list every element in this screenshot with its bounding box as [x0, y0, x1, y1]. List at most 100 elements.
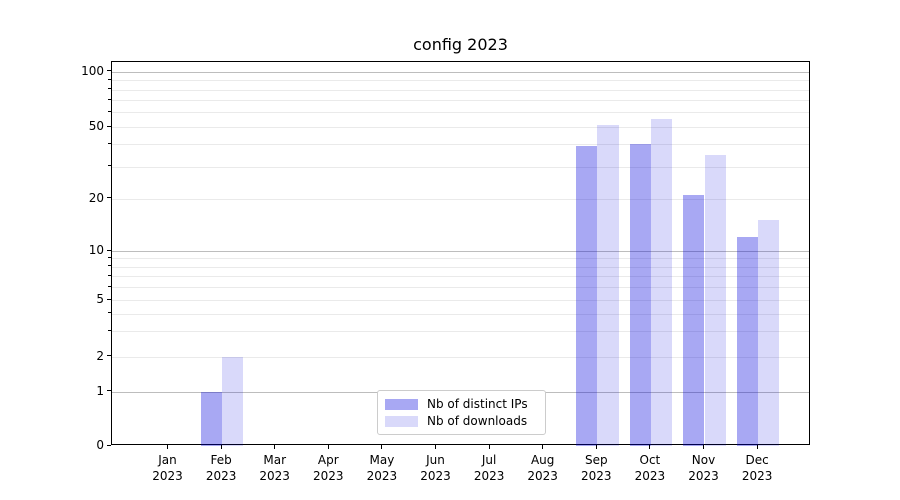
x-tick-label: Jun 2023: [406, 452, 466, 484]
bar-distinct-ips-nov-2023: [683, 194, 705, 446]
x-tick: [488, 445, 490, 449]
x-tick-label-line: Mar: [263, 453, 286, 467]
y-gridline-minor: [112, 166, 809, 168]
y-gridline-minor: [112, 300, 809, 301]
x-tick-label: Apr 2023: [298, 452, 358, 484]
y-gridline-minor: [112, 356, 809, 358]
x-tick-label: Dec 2023: [727, 452, 787, 484]
x-tick: [756, 445, 758, 449]
x-tick-label: Aug 2023: [513, 452, 573, 484]
legend-item-distinct-ips: Nb of distinct IPs: [385, 396, 537, 412]
legend-swatch-downloads: [385, 415, 418, 427]
legend-label-downloads: Nb of downloads: [427, 414, 528, 428]
y-tick: [106, 390, 111, 391]
x-tick-label-line: Jun: [426, 453, 445, 467]
x-tick-label-line: 2023: [741, 469, 773, 483]
x-tick: [649, 445, 651, 449]
x-tick: [327, 445, 329, 449]
y-minor-tick: [108, 285, 111, 287]
bar-downloads-sep-2023: [597, 125, 619, 446]
x-tick-label-line: 2023: [581, 469, 612, 483]
y-tick-label: 10: [88, 243, 104, 257]
bar-distinct-ips-sep-2023: [575, 146, 598, 446]
y-tick-label: 0: [96, 438, 104, 452]
y-minor-tick: [108, 142, 111, 144]
x-tick-label-line: 2023: [313, 469, 344, 483]
y-tick-label: 50: [88, 119, 104, 133]
x-tick: [542, 445, 544, 449]
y-gridline-minor: [112, 258, 809, 260]
x-tick: [274, 445, 276, 449]
y-gridline-minor: [112, 276, 809, 278]
bar-downloads-nov-2023: [704, 154, 726, 446]
y-tick-label: 1: [96, 383, 104, 398]
x-tick: [435, 445, 436, 449]
x-tick-label: Mar 2023: [245, 452, 305, 484]
x-tick-label-line: 2023: [420, 469, 451, 483]
y-minor-tick: [108, 274, 111, 276]
y-gridline-minor: [112, 266, 809, 268]
x-tick-label-line: Jan: [158, 453, 177, 467]
bar-distinct-ips-dec-2023: [736, 237, 759, 446]
bar-distinct-ips-feb-2023: [200, 391, 223, 446]
y-minor-tick: [108, 78, 111, 80]
y-gridline-minor: [112, 198, 809, 200]
y-gridline-minor: [112, 100, 809, 102]
x-tick-label-line: Feb: [210, 453, 232, 467]
x-tick: [595, 445, 597, 449]
x-tick-label-line: Oct: [639, 453, 661, 467]
y-minor-tick: [108, 312, 111, 314]
y-gridline-minor: [112, 313, 809, 315]
bar-downloads-oct-2023: [650, 119, 673, 446]
y-gridline-minor: [112, 287, 809, 289]
y-minor-tick: [108, 329, 111, 331]
x-tick-label: Oct 2023: [620, 452, 680, 484]
bar-distinct-ips-oct-2023: [629, 144, 651, 446]
y-gridline-minor: [112, 331, 809, 333]
y-gridline-minor: [112, 127, 809, 128]
y-gridline-minor: [112, 144, 809, 146]
x-tick-label-line: Sep: [584, 453, 608, 467]
y-tick: [106, 355, 111, 356]
y-gridline-major: [112, 71, 809, 73]
x-tick-label: Jul 2023: [459, 452, 519, 484]
x-tick-label-line: 2023: [688, 469, 719, 483]
y-gridline-minor: [112, 112, 809, 114]
y-minor-tick: [108, 165, 111, 167]
bar-downloads-feb-2023: [222, 356, 244, 446]
x-tick-label-line: 2023: [634, 469, 666, 483]
y-tick-label: 20: [88, 190, 104, 205]
x-tick-label-line: Dec: [745, 453, 769, 467]
x-tick-label: May 2023: [352, 452, 412, 484]
x-tick-label-line: Apr: [317, 453, 339, 467]
y-minor-tick: [108, 110, 111, 112]
y-tick-label: 5: [96, 292, 104, 306]
y-tick: [106, 444, 111, 446]
x-tick-label-line: 2023: [152, 469, 183, 483]
plot-area: [111, 61, 810, 446]
legend-item-downloads: Nb of downloads: [385, 413, 537, 429]
chart-title: config 2023: [413, 35, 508, 54]
x-tick: [703, 445, 704, 449]
y-tick-label: 2: [96, 348, 104, 363]
x-tick-label-line: 2023: [527, 469, 558, 483]
y-gridline-major: [112, 251, 809, 252]
y-tick-label: 100: [81, 63, 104, 78]
legend-label-distinct-ips: Nb of distinct IPs: [427, 397, 528, 411]
x-tick-label: Nov 2023: [674, 452, 734, 484]
y-tick: [106, 70, 111, 72]
x-tick-label-line: Nov: [691, 453, 716, 467]
x-tick-label-line: 2023: [366, 469, 398, 483]
x-tick-label-line: Jul: [481, 453, 497, 467]
bar-downloads-dec-2023: [758, 220, 780, 446]
x-tick-label-line: May: [369, 453, 395, 467]
y-minor-tick: [108, 265, 111, 267]
y-tick: [106, 125, 111, 127]
x-tick-label: Sep 2023: [566, 452, 626, 484]
y-tick: [106, 298, 111, 300]
x-tick: [381, 445, 383, 449]
y-tick: [106, 197, 111, 199]
x-tick-label-line: 2023: [205, 469, 237, 483]
x-tick: [220, 445, 222, 449]
